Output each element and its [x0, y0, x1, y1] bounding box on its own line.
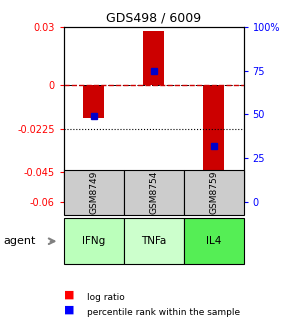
Text: GSM8754: GSM8754 — [149, 171, 158, 214]
Text: GSM8759: GSM8759 — [209, 171, 218, 214]
Text: IL4: IL4 — [206, 236, 221, 246]
Text: agent: agent — [3, 236, 35, 246]
Text: ■: ■ — [64, 289, 74, 299]
Text: TNFa: TNFa — [141, 236, 166, 246]
Bar — [203, 85, 224, 196]
Text: ■: ■ — [64, 304, 74, 314]
Text: GSM8749: GSM8749 — [89, 171, 98, 214]
Bar — [143, 31, 164, 85]
Text: log ratio: log ratio — [87, 293, 125, 302]
Text: percentile rank within the sample: percentile rank within the sample — [87, 308, 240, 317]
Title: GDS498 / 6009: GDS498 / 6009 — [106, 11, 201, 24]
Bar — [83, 85, 104, 118]
Text: IFNg: IFNg — [82, 236, 105, 246]
